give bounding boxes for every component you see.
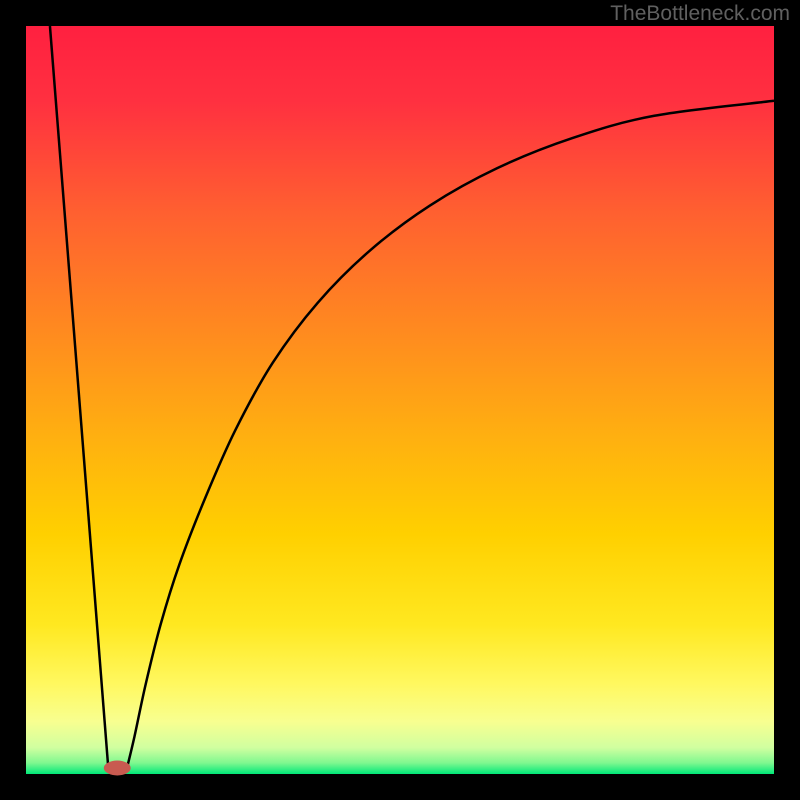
chart-container: TheBottleneck.com <box>0 0 800 800</box>
bottleneck-chart <box>0 0 800 800</box>
plot-area <box>26 26 774 774</box>
watermark-text: TheBottleneck.com <box>610 2 790 26</box>
minimum-marker <box>104 761 131 776</box>
